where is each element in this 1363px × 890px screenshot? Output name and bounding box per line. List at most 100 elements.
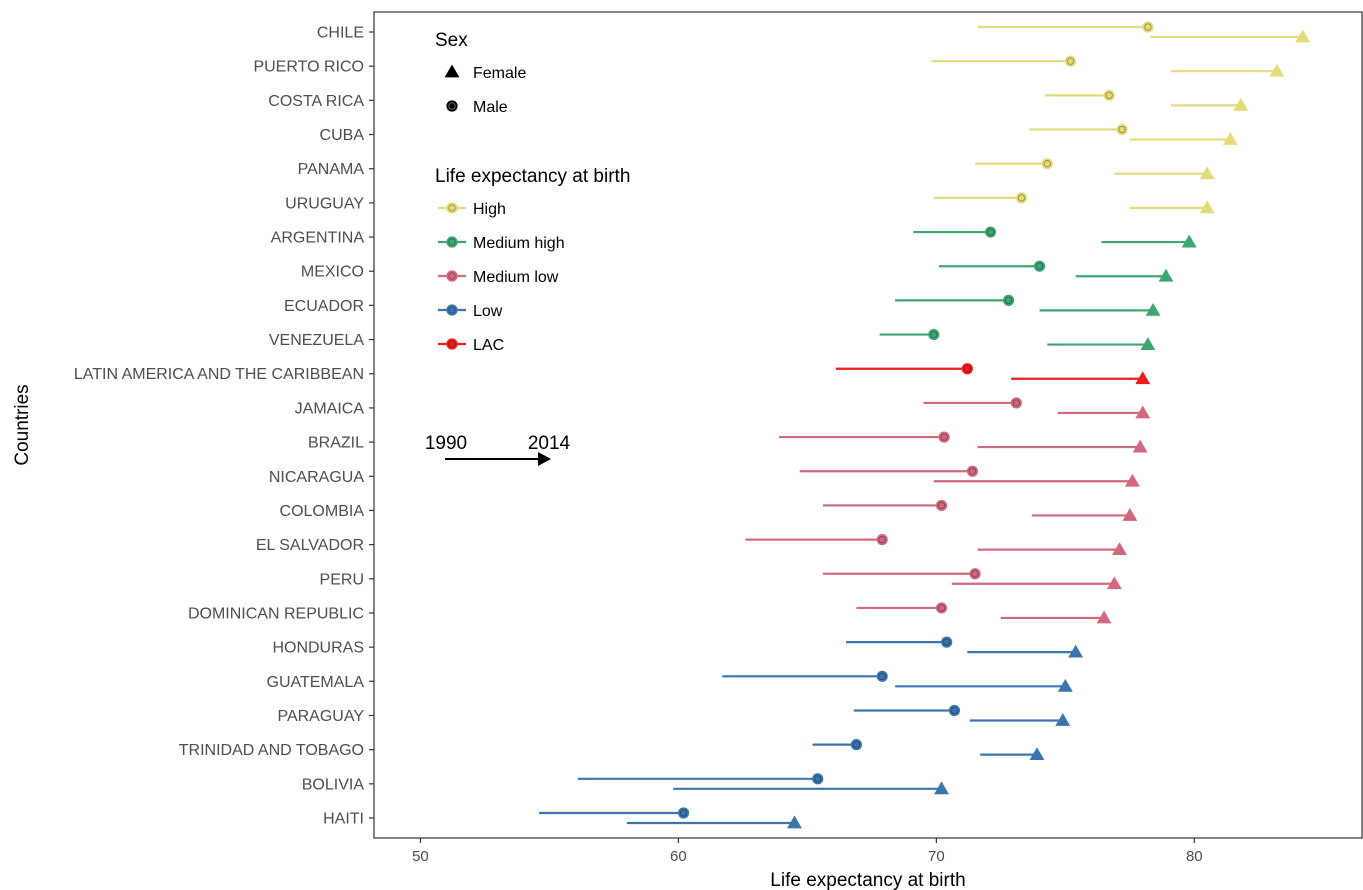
legend-circle-icon	[446, 100, 458, 112]
male-point	[966, 465, 979, 477]
male-point-ring	[968, 467, 977, 475]
y-tick-label: PARAGUAY	[277, 708, 364, 725]
male-point-ring	[1066, 57, 1075, 65]
legend-group-point	[446, 304, 458, 316]
country-row: VENEZUELA	[269, 328, 1156, 350]
male-point-ring	[679, 809, 688, 817]
country-row: ECUADOR	[284, 294, 1161, 316]
male-point-ring	[937, 604, 946, 612]
year-arrow-annotation: 1990 2014	[425, 433, 571, 466]
male-point	[1064, 55, 1077, 67]
male-point	[948, 704, 961, 717]
x-tick-label: 70	[928, 848, 945, 865]
legend-group-point-ring	[448, 204, 456, 212]
y-tick-label: LATIN AMERICA AND THE CARIBBEAN	[74, 366, 364, 383]
male-point-ring	[930, 330, 938, 339]
male-point-ring	[1043, 159, 1051, 168]
y-tick-label: PERU	[320, 571, 364, 588]
male-point	[1002, 294, 1015, 306]
y-tick-label: EL SALVADOR	[256, 537, 364, 554]
male-point-ring	[986, 228, 995, 236]
male-point	[1010, 397, 1022, 409]
male-point-ring	[1105, 91, 1113, 100]
legend-group-point	[446, 338, 458, 350]
legend-sex-items: Female Male	[444, 64, 526, 116]
male-point	[1041, 158, 1053, 170]
country-row: DOMINICAN REPUBLIC	[188, 602, 1112, 624]
legend-circle-ring	[448, 102, 456, 110]
y-tick-label: PANAMA	[298, 161, 365, 178]
female-point	[1295, 29, 1311, 43]
legend-triangle-icon	[444, 64, 460, 78]
chart-rows: CHILE PUERTO RICO COSTA RICA CUBA PANAMA URUG…	[74, 21, 1311, 829]
legend-group-point	[446, 236, 458, 248]
legend-group-point	[446, 270, 458, 282]
male-point-ring	[971, 570, 979, 578]
country-row: ARGENTINA	[271, 226, 1197, 248]
legend-group-label: Medium high	[473, 235, 565, 252]
female-point	[1132, 439, 1148, 453]
x-axis: 50 60 70 80	[412, 838, 1203, 865]
y-tick-label: GUATEMALA	[267, 674, 365, 691]
y-tick-label: COLOMBIA	[280, 503, 365, 520]
male-point	[1033, 260, 1046, 272]
female-point	[787, 815, 802, 829]
y-tick-label: TRINIDAD AND TOBAGO	[179, 742, 364, 759]
male-point-ring	[1012, 399, 1021, 407]
male-point-ring	[1004, 296, 1013, 305]
male-point-ring	[813, 775, 822, 783]
male-point-ring	[878, 672, 886, 681]
x-tick-label: 80	[1186, 848, 1203, 865]
male-point-ring	[963, 365, 972, 373]
legend-group-point-ring	[448, 238, 456, 246]
male-point-ring	[1017, 194, 1026, 202]
male-point-ring	[950, 706, 959, 715]
annotation-end-year: 2014	[528, 433, 571, 454]
y-tick-label: PUERTO RICO	[253, 59, 364, 76]
male-point	[1142, 21, 1154, 33]
female-point	[1222, 132, 1238, 145]
legend-group-point-ring	[448, 340, 456, 348]
y-axis-title: Countries	[12, 384, 33, 465]
legend-group-label: High	[473, 201, 506, 218]
y-tick-label: MEXICO	[301, 264, 364, 281]
country-row: BOLIVIA	[302, 773, 949, 795]
country-row: BRAZIL	[308, 431, 1148, 453]
male-point	[984, 226, 997, 238]
legend-group-point-ring	[448, 306, 456, 314]
male-point-ring	[940, 433, 948, 441]
female-point	[1269, 63, 1285, 77]
male-point	[876, 670, 888, 682]
country-row: HONDURAS	[272, 636, 1084, 658]
male-point-ring	[852, 740, 861, 749]
male-point	[1116, 123, 1128, 136]
male-point	[938, 431, 950, 443]
male-point	[969, 568, 981, 580]
female-point	[1233, 97, 1249, 111]
male-point	[928, 328, 940, 341]
country-row: JAMAICA	[295, 397, 1151, 419]
legend-group-point-ring	[448, 272, 456, 280]
legend-group-label: Medium low	[473, 269, 559, 286]
male-point-ring	[1144, 23, 1152, 31]
male-point	[850, 739, 862, 751]
country-row: PARAGUAY	[277, 704, 1071, 726]
x-axis-title: Life expectancy at birth	[770, 870, 965, 890]
female-point	[1096, 610, 1112, 624]
y-tick-label: HONDURAS	[272, 640, 364, 657]
legend-sex-label: Male	[473, 99, 508, 116]
x-tick-label: 50	[412, 848, 429, 865]
country-row: CHILE	[317, 21, 1311, 43]
female-point	[1124, 473, 1140, 487]
y-tick-label: ECUADOR	[284, 298, 364, 315]
y-tick-label: CHILE	[317, 25, 364, 42]
country-row: EL SALVADOR	[256, 534, 1127, 556]
female-point	[1135, 371, 1151, 385]
female-point	[1055, 713, 1071, 726]
male-point	[677, 807, 690, 819]
y-tick-label: BOLIVIA	[302, 776, 365, 793]
male-point	[935, 602, 948, 614]
annotation-arrow-head	[538, 452, 551, 466]
female-point	[1199, 200, 1215, 214]
legend-sex-label: Female	[473, 65, 526, 82]
